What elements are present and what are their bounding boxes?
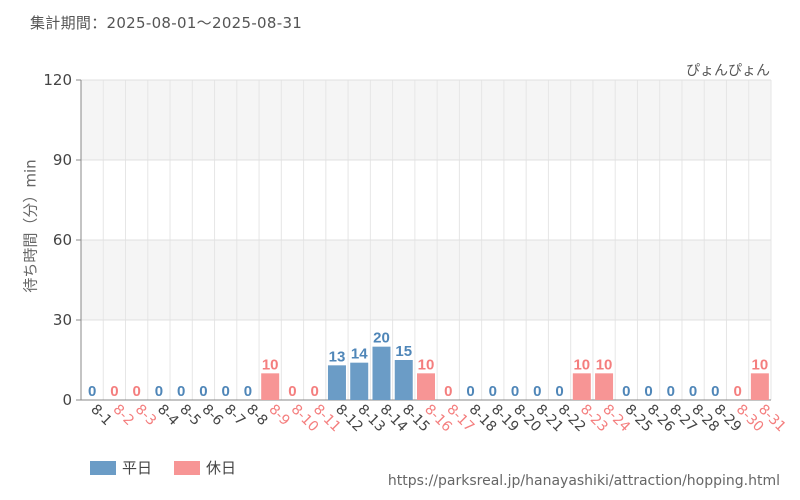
plot-band [81, 80, 771, 160]
bar [350, 362, 369, 400]
source-url[interactable]: https://parksreal.jp/hanayashiki/attract… [387, 473, 780, 489]
bar-value-label: 0 [555, 383, 563, 400]
bar-value-label: 10 [596, 356, 613, 373]
bar [750, 373, 769, 400]
bar-value-label: 0 [622, 383, 630, 400]
plot-band [81, 240, 771, 320]
bar-value-label: 0 [155, 383, 163, 400]
bar [595, 373, 614, 400]
bar-value-label: 10 [262, 356, 279, 373]
bar [261, 373, 280, 400]
bar-value-label: 0 [444, 383, 452, 400]
x-tick-label: 8-5 [176, 402, 203, 429]
bar-value-label: 0 [689, 383, 697, 400]
y-tick-label: 30 [53, 311, 72, 329]
bar-value-label: 0 [533, 383, 541, 400]
bar-value-label: 0 [110, 383, 118, 400]
bar [417, 373, 435, 400]
x-tick-label: 8-1 [87, 402, 114, 429]
bar-value-label: 0 [222, 383, 230, 400]
bar-value-label: 0 [199, 383, 207, 400]
bar-value-label: 0 [511, 383, 519, 400]
y-tick-label: 60 [53, 231, 72, 249]
legend-holiday-swatch [174, 460, 201, 475]
bar [372, 346, 391, 400]
bar-value-label: 0 [489, 383, 497, 400]
bar-value-label: 10 [573, 356, 590, 373]
legend-weekday-label: 平日 [122, 459, 153, 477]
bar-value-label: 0 [667, 383, 675, 400]
bar [394, 360, 413, 400]
collection-period: 集計期間：2025-08-01～2025-08-31 [30, 14, 303, 32]
chart-legend: 平日 休日 [90, 457, 236, 478]
legend-weekday[interactable]: 平日 [90, 457, 152, 478]
bar-value-label: 0 [711, 383, 719, 400]
bar-value-label: 10 [418, 356, 435, 373]
x-tick-label: 8-3 [132, 402, 159, 429]
bar-value-label: 20 [373, 330, 390, 347]
legend-holiday-label: 休日 [206, 459, 237, 477]
x-tick-label: 8-7 [221, 402, 248, 429]
y-tick-label: 120 [43, 71, 72, 89]
bar-value-label: 0 [288, 383, 296, 400]
bar-value-label: 15 [395, 343, 412, 360]
legend-holiday[interactable]: 休日 [174, 457, 236, 478]
y-tick-label: 0 [62, 391, 72, 409]
bar-value-label: 0 [132, 383, 140, 400]
bar-value-label: 0 [644, 383, 652, 400]
bar-value-label: 0 [244, 383, 252, 400]
x-tick-label: 8-6 [199, 402, 227, 430]
bar-value-label: 0 [88, 383, 96, 400]
x-tick-label: 8-2 [110, 402, 137, 429]
bar-value-label: 14 [351, 346, 368, 363]
x-tick-label: 8-8 [243, 402, 270, 429]
bar-value-label: 10 [752, 356, 769, 373]
bar-value-label: 13 [329, 348, 346, 365]
bar-value-label: 0 [733, 383, 741, 400]
bar-value-label: 0 [466, 383, 474, 400]
bar [327, 365, 346, 400]
attraction-name: ぴょんぴょん [686, 63, 770, 79]
bar-value-label: 0 [311, 383, 319, 400]
bar [572, 373, 591, 400]
legend-weekday-swatch [90, 460, 116, 475]
x-tick-label: 8-4 [154, 402, 182, 430]
y-tick-label: 90 [53, 151, 72, 169]
x-tick-label: 8-9 [265, 402, 292, 429]
bar-value-label: 0 [177, 383, 185, 400]
